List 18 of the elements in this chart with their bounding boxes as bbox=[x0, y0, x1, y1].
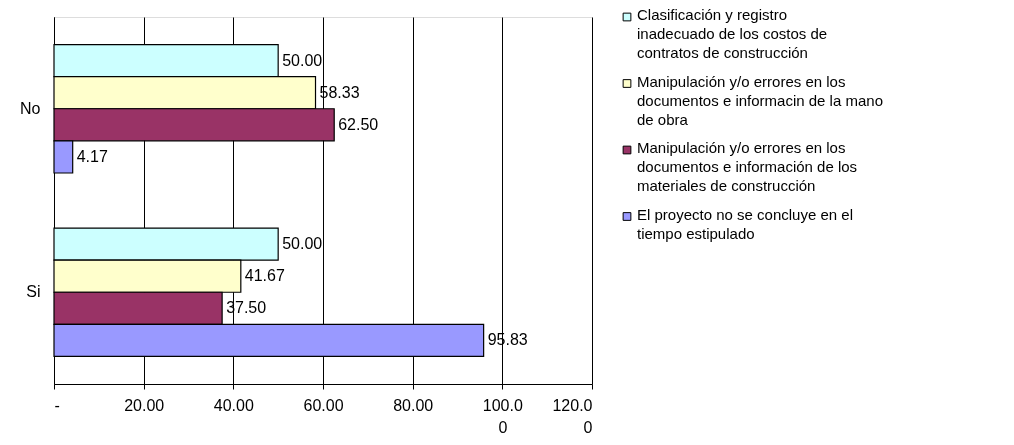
x-tick-label: - bbox=[54, 396, 60, 414]
x-tick-label: 80.00 bbox=[393, 396, 434, 414]
legend-label: Manipulación y/o errores en los documentos e información de los materiales de construcción bbox=[637, 139, 858, 194]
x-tick-label: 100.0 0 bbox=[482, 396, 523, 436]
y-tick-label: No bbox=[20, 99, 41, 117]
data-label: 41.67 bbox=[244, 267, 285, 285]
y-tick-label: Si bbox=[26, 283, 41, 301]
data-label: 62.50 bbox=[338, 115, 379, 133]
data-label: 50.00 bbox=[282, 235, 323, 253]
data-label: 50.00 bbox=[282, 51, 323, 69]
x-tick-label: 40.00 bbox=[213, 396, 254, 414]
legend-label: Clasificación y registro inadecuado de los costos de contratos de construcción bbox=[637, 6, 828, 61]
legend-label: El proyecto no se concluye en el tiempo estipulado bbox=[637, 205, 853, 242]
legend-label: Manipulación y/o errores en los documentos e informacin de la mano de obra bbox=[637, 72, 883, 128]
x-tick-label: 60.00 bbox=[303, 396, 344, 414]
x-tick-label: 120.0 0 bbox=[552, 396, 593, 436]
data-label: 4.17 bbox=[76, 147, 108, 165]
x-tick-label: 20.00 bbox=[124, 396, 165, 414]
